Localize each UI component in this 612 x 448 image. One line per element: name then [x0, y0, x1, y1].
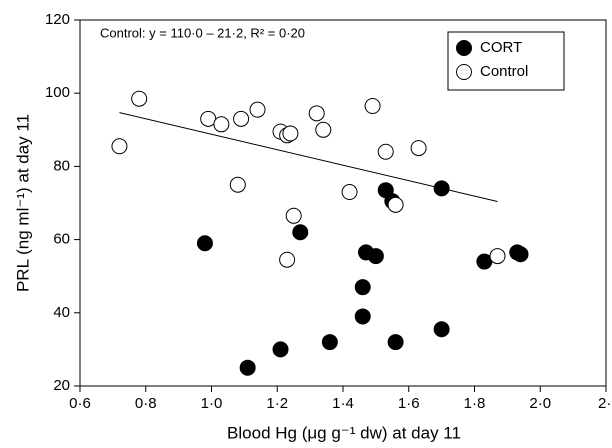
point — [239, 359, 256, 376]
legend-marker — [456, 64, 472, 80]
x-tick-label: 2·0 — [529, 395, 551, 412]
x-tick-label: 1·6 — [398, 395, 420, 412]
legend-label: CORT — [480, 39, 522, 56]
legend-marker — [456, 40, 472, 56]
legend-label: Control — [480, 63, 528, 80]
point — [387, 196, 404, 213]
y-tick-label: 40 — [53, 304, 70, 321]
point — [233, 110, 250, 127]
point — [292, 224, 309, 241]
point — [229, 176, 246, 193]
x-tick-label: 2·2 — [598, 395, 612, 412]
point — [249, 101, 266, 118]
x-tick-label: 1·0 — [201, 395, 223, 412]
point — [387, 334, 404, 351]
point — [308, 105, 325, 122]
point — [279, 251, 296, 268]
y-tick-label: 100 — [45, 84, 70, 101]
point — [111, 138, 128, 155]
y-tick-label: 120 — [45, 11, 70, 28]
y-axis-label: PRL (ng ml⁻¹) at day 11 — [13, 114, 32, 292]
point — [364, 98, 381, 115]
point — [213, 116, 230, 133]
x-tick-label: 0·8 — [135, 395, 157, 412]
point — [512, 246, 529, 263]
point — [272, 341, 289, 358]
point — [433, 321, 450, 338]
legend-box — [447, 31, 565, 91]
x-tick-label: 1·8 — [464, 395, 486, 412]
point — [410, 140, 427, 157]
point — [282, 125, 299, 142]
x-tick-label: 1·4 — [332, 395, 354, 412]
point — [367, 248, 384, 265]
x-tick-label: 1·2 — [266, 395, 288, 412]
point — [354, 279, 371, 296]
point — [321, 334, 338, 351]
point — [433, 180, 450, 197]
point — [285, 207, 302, 224]
point — [489, 248, 506, 265]
x-tick-label: 0·6 — [69, 395, 91, 412]
x-axis-label: Blood Hg (μg g⁻¹ dw) at day 11 — [227, 423, 461, 442]
point — [354, 308, 371, 325]
point — [131, 90, 148, 107]
point — [196, 235, 213, 252]
annotation: Control: y = 110·0 – 21·2, R² = 0·20 — [100, 25, 305, 40]
y-tick-label: 60 — [53, 231, 70, 248]
y-tick-label: 20 — [53, 377, 70, 394]
y-tick-label: 80 — [53, 157, 70, 174]
point — [341, 184, 358, 201]
point — [377, 143, 394, 160]
point — [315, 121, 332, 138]
